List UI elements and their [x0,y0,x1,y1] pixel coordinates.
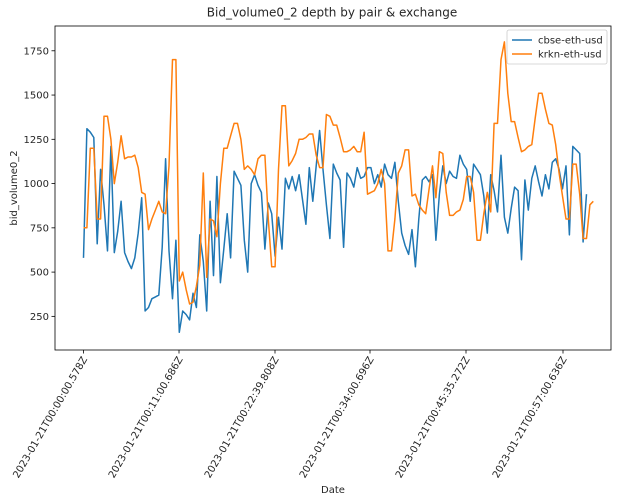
chart-title: Bid_volume0_2 depth by pair & exchange [207,6,457,20]
x-axis-label: Date [321,485,345,496]
legend-label: krkn-eth-usd [538,50,602,61]
series-lines [82,41,594,334]
series-line-krkn-eth-usd [83,41,594,305]
series-line-cbse-eth-usd [82,127,588,334]
x-tick-label: 2023-01-21T00:45:35.272Z [394,355,473,480]
y-tick-label: 250 [30,312,49,323]
x-tick-label: 2023-01-21T00:11:00.686Z [107,355,186,480]
y-tick-label: 500 [30,268,49,279]
y-tick-label: 1000 [24,179,49,190]
legend-label: cbse-eth-usd [538,36,603,47]
y-tick-label: 750 [30,223,49,234]
x-tick-label: 2023-01-21T00:57:00.636Z [491,355,570,480]
y-tick-label: 1250 [24,135,49,146]
y-tick-label: 1750 [24,46,49,57]
x-axis: 2023-01-21T00:00:00.578Z 2023-01-21T00:11… [11,350,570,480]
x-tick-label: 2023-01-21T00:00:00.578Z [11,355,90,480]
x-tick-label: 2023-01-21T00:34:00.696Z [298,355,377,480]
y-axis-label: bid_volume0_2 [9,150,20,225]
plot-area [54,25,612,351]
y-axis: 250 500 750 1000 1250 1500 1750 [24,46,55,323]
legend: cbse-eth-usd krkn-eth-usd [506,29,608,65]
y-tick-label: 1500 [24,91,49,102]
legend-box [506,29,608,65]
x-tick-label: 2023-01-21T00:22:39.808Z [203,355,282,480]
